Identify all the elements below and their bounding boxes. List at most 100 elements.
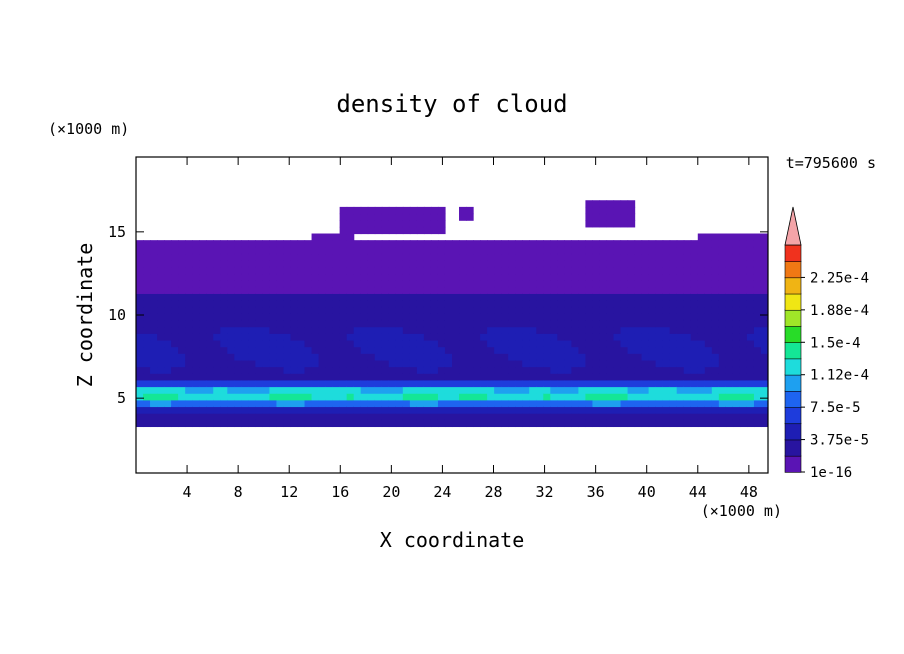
density-cell — [430, 346, 439, 354]
density-cell — [437, 419, 446, 428]
x-tick-label: 20 — [382, 483, 400, 501]
density-cell — [683, 419, 692, 428]
density-cell — [143, 406, 151, 414]
density-cell — [669, 253, 678, 261]
density-cell — [353, 386, 362, 394]
density-cell — [557, 386, 565, 394]
density-cell — [241, 353, 249, 361]
density-cell — [409, 326, 418, 334]
density-cell — [150, 273, 158, 281]
density-cell — [430, 253, 439, 261]
density-cell — [543, 319, 551, 328]
density-cell — [178, 300, 186, 308]
density-cell — [332, 379, 341, 388]
density-cell — [459, 213, 467, 221]
density-cell — [683, 293, 692, 301]
density-cell — [627, 346, 636, 354]
density-cell — [136, 273, 144, 281]
density-cell — [606, 213, 615, 221]
density-cell — [452, 300, 460, 308]
density-cell — [669, 393, 678, 401]
density-cell — [585, 273, 594, 281]
density-cell — [585, 286, 594, 294]
density-cell — [718, 306, 727, 314]
density-cell — [262, 273, 271, 281]
density-cell — [536, 359, 544, 368]
density-cell — [753, 413, 762, 421]
density-cell — [213, 393, 221, 401]
density-cell — [711, 393, 720, 401]
density-cell — [136, 266, 144, 275]
density-cell — [164, 346, 172, 354]
density-cell — [241, 273, 249, 281]
density-cell — [185, 399, 193, 408]
density-cell — [711, 260, 720, 268]
density-cell — [634, 246, 643, 255]
density-cell — [381, 353, 390, 361]
density-cell — [311, 319, 320, 328]
density-cell — [381, 206, 390, 215]
density-cell — [641, 246, 650, 255]
density-cell — [164, 286, 172, 294]
density-cell — [143, 253, 151, 261]
density-cell — [164, 300, 172, 308]
density-cell — [746, 406, 755, 414]
density-cell — [648, 406, 657, 414]
density-cell — [164, 280, 172, 288]
density-cell — [606, 286, 615, 294]
density-cell — [374, 293, 383, 301]
density-cell — [627, 393, 636, 401]
density-cell — [157, 406, 165, 414]
density-cell — [613, 406, 622, 414]
density-cell — [164, 353, 172, 361]
density-cell — [592, 213, 601, 221]
density-cell — [206, 399, 214, 408]
density-cell — [360, 286, 369, 294]
density-cell — [255, 399, 263, 408]
density-cell — [543, 406, 551, 414]
density-cell — [157, 419, 165, 428]
density-cell — [290, 293, 299, 301]
density-cell — [269, 306, 278, 314]
density-cell — [634, 240, 643, 248]
density-cell — [395, 240, 404, 248]
density-cell — [473, 260, 481, 268]
density-cell — [480, 286, 488, 294]
density-cell — [171, 260, 179, 268]
density-cell — [241, 260, 249, 268]
density-cell — [739, 359, 748, 368]
density-cell — [227, 246, 235, 255]
density-cell — [662, 353, 671, 361]
density-cell — [374, 273, 383, 281]
density-cell — [143, 300, 151, 308]
density-cell — [325, 300, 334, 308]
density-cell — [768, 327, 776, 334]
density-cell — [199, 419, 207, 428]
density-cell — [227, 293, 235, 301]
density-cell — [304, 266, 313, 275]
density-cell — [613, 293, 622, 301]
density-cell — [234, 266, 242, 275]
density-cell — [444, 333, 453, 341]
density-cell — [452, 253, 460, 261]
density-cell — [529, 313, 537, 321]
x-axis-title: X coordinate — [380, 528, 525, 552]
density-cell — [739, 280, 748, 288]
density-cell — [725, 339, 734, 348]
density-cell — [683, 286, 692, 294]
density-cell — [416, 213, 425, 221]
density-cell — [248, 293, 256, 301]
density-cell — [725, 233, 734, 241]
density-cell — [515, 366, 523, 374]
density-cell — [171, 393, 179, 401]
density-cell — [437, 346, 446, 354]
x-axis: 4 8 12 16 20 24 28 32 36 40 44 48 — [183, 157, 758, 501]
density-cell — [564, 260, 572, 268]
density-cell — [213, 286, 221, 294]
density-cell — [367, 253, 376, 261]
density-cell — [374, 306, 383, 314]
density-cell — [585, 339, 594, 348]
density-cell — [248, 379, 256, 388]
density-cell — [297, 399, 306, 408]
density-cell — [501, 273, 509, 281]
